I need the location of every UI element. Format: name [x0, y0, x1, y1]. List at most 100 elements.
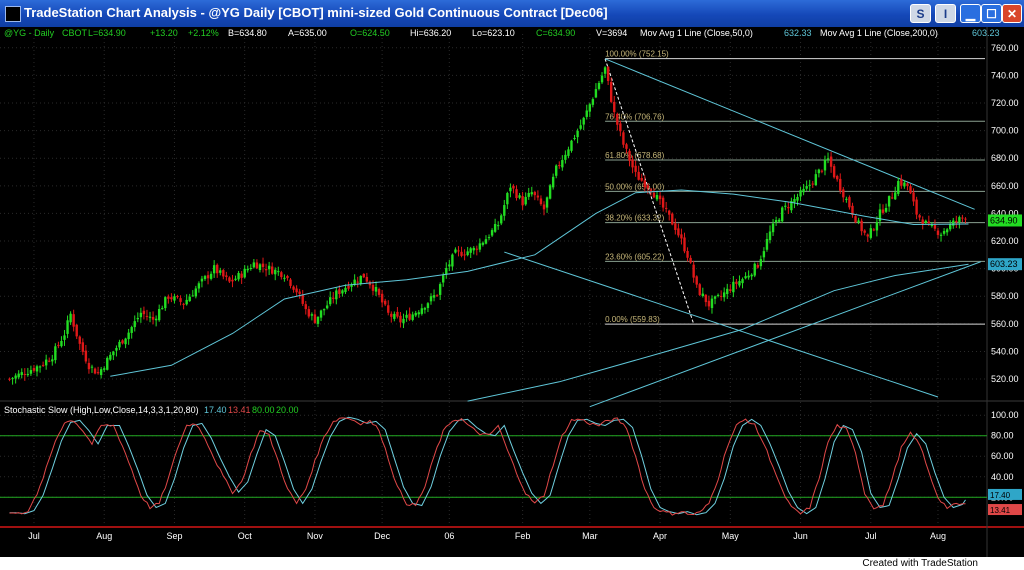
fib-level-label: 76.40% (706.76) — [605, 112, 664, 121]
candle-body — [109, 354, 112, 360]
candle-body — [23, 373, 26, 375]
time-tick-label: May — [722, 531, 740, 541]
candle-body — [362, 273, 366, 278]
candle-body — [579, 125, 582, 129]
candle-body — [377, 289, 381, 295]
candle-body — [63, 335, 66, 340]
candle-body — [448, 264, 451, 267]
price-header-field: +2.12% — [188, 28, 219, 38]
price-tick-label: 540.00 — [991, 346, 1019, 356]
price-header-field: +13.20 — [150, 28, 178, 38]
maximize-button[interactable]: ☐ — [981, 4, 1002, 23]
trendline — [589, 261, 981, 408]
stochastic-readout: 20.00 — [276, 405, 299, 415]
price-tick-label: 660.00 — [991, 181, 1019, 191]
price-header-field: Mov Avg 1 Line (Close,200,0) — [820, 28, 938, 38]
close-button[interactable]: ✕ — [1002, 4, 1022, 23]
candle-body — [503, 205, 506, 216]
candle-body — [344, 287, 347, 293]
symbol-button[interactable]: S — [910, 4, 931, 23]
candle-body — [75, 324, 78, 337]
candle-body — [322, 309, 326, 311]
candle-body — [958, 217, 961, 223]
candle-body — [826, 158, 830, 160]
candle-body — [521, 196, 524, 206]
candle-body — [762, 251, 766, 258]
minimize-button[interactable]: ▁ — [960, 4, 981, 23]
candle-body — [298, 291, 301, 294]
candle-body — [426, 303, 430, 309]
candle-body — [466, 251, 469, 256]
candle-body — [512, 185, 515, 189]
time-tick-label: Mar — [582, 531, 598, 541]
candle-body — [909, 186, 912, 194]
candle-body — [756, 264, 759, 268]
candle-body — [890, 197, 894, 199]
candle-body — [420, 308, 424, 314]
candle-body — [191, 295, 194, 297]
candle-body — [267, 265, 271, 270]
stochastic-tick-label: 60.00 — [991, 451, 1014, 461]
candle-body — [945, 229, 949, 233]
price-header-field: O=624.50 — [350, 28, 390, 38]
candle-body — [585, 110, 588, 117]
minimize-icon: ▁ — [965, 7, 976, 21]
candle-body — [921, 219, 924, 225]
candle-body — [90, 366, 94, 368]
candle-body — [606, 66, 610, 81]
stochastic-k-line — [9, 417, 966, 516]
candle-body — [295, 288, 298, 293]
candle-body — [396, 311, 399, 317]
candle-body — [292, 286, 295, 290]
candle-body — [316, 316, 320, 324]
candle-body — [124, 338, 127, 345]
candle-body — [640, 177, 643, 181]
candle-body — [78, 336, 81, 344]
candle-body — [664, 207, 668, 209]
candle-body — [536, 195, 540, 198]
candle-body — [338, 289, 341, 295]
candle-body — [695, 276, 698, 285]
candle-body — [784, 205, 787, 207]
candle-body — [719, 295, 723, 297]
candle-body — [130, 327, 133, 333]
candle-body — [475, 248, 479, 250]
candle-body — [781, 207, 784, 222]
candle-body — [707, 300, 711, 307]
insert-button[interactable]: I — [935, 4, 956, 23]
candle-body — [496, 225, 500, 227]
candle-body — [835, 176, 839, 180]
trendlines — [504, 58, 981, 408]
candle-body — [924, 220, 927, 224]
candle-body — [332, 297, 335, 299]
candle-body — [704, 294, 708, 303]
candle-body — [157, 309, 161, 321]
price-header-field: 603.23 — [972, 28, 1000, 38]
candle-body — [390, 313, 393, 317]
candlesticks — [8, 66, 967, 385]
candle-body — [860, 220, 863, 232]
candle-body — [478, 243, 482, 250]
candle-body — [686, 250, 689, 258]
candle-body — [399, 315, 402, 323]
price-tick-label: 640.00 — [991, 208, 1019, 218]
candle-body — [671, 213, 674, 225]
candle-body — [11, 378, 14, 380]
candle-body — [307, 309, 311, 317]
status-bar: Created with TradeStation — [0, 557, 1024, 570]
candle-body — [857, 220, 860, 223]
price-header-field: C=634.90 — [536, 28, 575, 38]
candle-body — [637, 171, 640, 180]
chart-area[interactable]: @YG - Daily CBOT L=634.90 +13.20 +2.12% B=634… — [0, 27, 1024, 557]
candle-body — [84, 350, 88, 362]
candle-body — [133, 321, 136, 328]
candle-body — [820, 170, 824, 172]
time-tick-label: Oct — [238, 531, 253, 541]
candle-body — [69, 313, 72, 323]
candle-body — [655, 195, 659, 200]
candle-body — [283, 277, 286, 279]
candle-body — [8, 378, 11, 380]
candle-body — [365, 276, 369, 282]
price-tick-label: 700.00 — [991, 126, 1019, 136]
candle-body — [41, 364, 45, 366]
